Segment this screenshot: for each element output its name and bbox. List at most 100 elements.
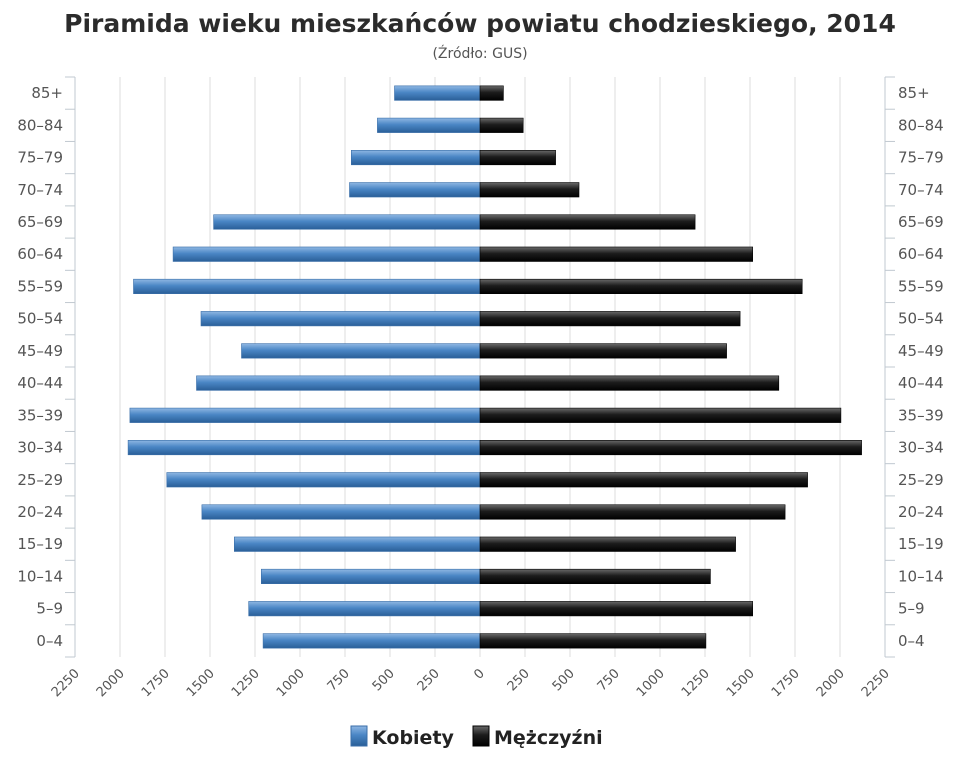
category-label-left: 0–4: [36, 632, 63, 650]
legend-label-kobiety: Kobiety: [372, 727, 455, 749]
x-tick-label: 2000: [94, 666, 128, 700]
category-label-right: 30–34: [898, 439, 944, 457]
bar-mezczyzni[interactable]: [479, 407, 842, 423]
category-label-left: 60–64: [17, 245, 63, 263]
category-label-right: 45–49: [898, 342, 944, 360]
category-label-right: 60–64: [898, 245, 944, 263]
bar-kobiety[interactable]: [262, 633, 481, 649]
bar-mezczyzni[interactable]: [479, 150, 556, 166]
x-tick-label: 2250: [49, 666, 83, 700]
x-tick-label: 500: [550, 666, 578, 694]
bar-kobiety[interactable]: [127, 440, 481, 456]
bar-kobiety[interactable]: [260, 568, 481, 584]
category-label-left: 30–34: [17, 439, 63, 457]
bar-kobiety[interactable]: [201, 504, 481, 520]
legend: Kobiety Mężczyźni: [350, 725, 603, 749]
category-label-right: 40–44: [898, 374, 944, 392]
legend-swatch-mezczyzni: [472, 725, 490, 747]
x-tick-label: 2000: [814, 666, 848, 700]
bar-mezczyzni[interactable]: [479, 214, 696, 230]
chart-subtitle: (Źródło: GUS): [432, 44, 527, 62]
legend-label-mezczyzni: Mężczyźni: [494, 727, 603, 749]
grid-lines: [74, 77, 886, 657]
bar-kobiety[interactable]: [394, 85, 481, 101]
x-tick-label: 250: [505, 666, 533, 694]
category-label-right: 25–29: [898, 471, 944, 489]
category-label-right: 75–79: [898, 149, 944, 167]
axis-lines: [65, 76, 895, 658]
bar-mezczyzni[interactable]: [479, 246, 754, 262]
bar-kobiety[interactable]: [248, 601, 481, 617]
category-label-left: 35–39: [17, 406, 63, 424]
bar-mezczyzni[interactable]: [479, 343, 727, 359]
bar-kobiety[interactable]: [133, 278, 481, 294]
bar-mezczyzni[interactable]: [479, 278, 803, 294]
bar-kobiety[interactable]: [234, 536, 481, 552]
category-label-left: 40–44: [17, 374, 63, 392]
legend-item-kobiety[interactable]: Kobiety: [350, 725, 455, 749]
x-tick-label: 750: [325, 666, 353, 694]
x-tick-label: 1750: [139, 666, 173, 700]
bar-kobiety[interactable]: [200, 311, 481, 327]
bar-kobiety[interactable]: [166, 472, 481, 488]
right-category-labels: 85+ 80–84 75–79 70–74 65–69 60–64 55–59 50–54 45…: [898, 84, 944, 650]
category-label-left: 65–69: [17, 213, 63, 231]
bar-mezczyzni[interactable]: [479, 85, 504, 101]
category-label-right: 20–24: [898, 503, 944, 521]
x-tick-label: 2250: [859, 666, 893, 700]
category-label-left: 15–19: [17, 535, 63, 553]
category-label-left: 5–9: [36, 600, 63, 618]
bar-mezczyzni[interactable]: [479, 375, 780, 391]
chart-title: Piramida wieku mieszkańców powiatu chodz…: [64, 9, 896, 38]
x-tick-label: 1750: [769, 666, 803, 700]
category-label-right: 65–69: [898, 213, 944, 231]
bar-mezczyzni[interactable]: [479, 633, 707, 649]
category-label-left: 10–14: [17, 567, 63, 585]
category-label-left: 85+: [31, 84, 63, 102]
category-label-left: 20–24: [17, 503, 63, 521]
category-label-left: 80–84: [17, 116, 63, 134]
category-label-right: 70–74: [898, 181, 944, 199]
category-label-right: 55–59: [898, 277, 944, 295]
x-tick-label: 1500: [184, 666, 218, 700]
bar-mezczyzni[interactable]: [479, 504, 786, 520]
x-tick-label: 250: [415, 666, 443, 694]
bar-mezczyzni[interactable]: [479, 472, 808, 488]
x-tick-label: 500: [370, 666, 398, 694]
bar-kobiety[interactable]: [129, 407, 481, 423]
bar-mezczyzni[interactable]: [479, 568, 711, 584]
bar-mezczyzni[interactable]: [479, 601, 754, 617]
category-label-right: 85+: [898, 84, 930, 102]
bar-mezczyzni[interactable]: [479, 117, 524, 133]
bar-kobiety[interactable]: [172, 246, 481, 262]
x-tick-label: 1250: [679, 666, 713, 700]
category-label-right: 0–4: [898, 632, 925, 650]
legend-swatch-kobiety: [350, 725, 368, 747]
bar-kobiety[interactable]: [213, 214, 481, 230]
legend-item-mezczyzni[interactable]: Mężczyźni: [472, 725, 603, 749]
category-label-left: 50–54: [17, 310, 63, 328]
category-label-left: 75–79: [17, 149, 63, 167]
category-label-right: 35–39: [898, 406, 944, 424]
bar-kobiety[interactable]: [349, 182, 481, 198]
category-label-right: 80–84: [898, 116, 944, 134]
bar-kobiety[interactable]: [377, 117, 481, 133]
bar-mezczyzni[interactable]: [479, 536, 736, 552]
x-tick-label: 1000: [634, 666, 668, 700]
bars: [127, 85, 862, 649]
left-category-labels: 85+ 80–84 75–79 70–74 65–69 60–64 55–59 50–54 45…: [17, 84, 63, 650]
category-label-left: 55–59: [17, 277, 63, 295]
bar-mezczyzni[interactable]: [479, 440, 862, 456]
x-tick-label: 1250: [229, 666, 263, 700]
category-label-right: 15–19: [898, 535, 944, 553]
bar-mezczyzni[interactable]: [479, 311, 741, 327]
x-axis-tick-labels: 2250 2000 1750 1500 1250 1000 750 500 250 0 250 500…: [49, 666, 893, 700]
bar-mezczyzni[interactable]: [479, 182, 580, 198]
bar-kobiety[interactable]: [241, 343, 481, 359]
category-label-right: 10–14: [898, 567, 944, 585]
bar-kobiety[interactable]: [196, 375, 481, 391]
bar-kobiety[interactable]: [350, 150, 481, 166]
category-label-right: 5–9: [898, 600, 925, 618]
category-label-left: 25–29: [17, 471, 63, 489]
